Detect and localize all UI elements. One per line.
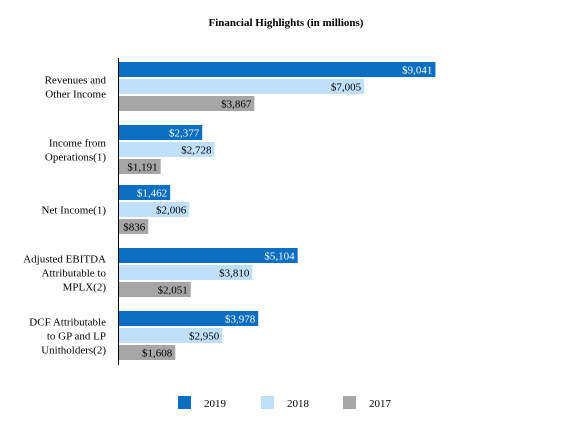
bar-value-label: $2,051 bbox=[158, 285, 188, 297]
category-label: to GP and LP bbox=[47, 331, 106, 343]
legend-swatch-2018 bbox=[261, 396, 274, 409]
legend-label: 2017 bbox=[369, 398, 392, 410]
bar-2019 bbox=[119, 62, 436, 77]
bar-2017 bbox=[119, 219, 149, 234]
legend-label: 2019 bbox=[204, 398, 227, 410]
bar-value-label: $9,041 bbox=[402, 65, 432, 77]
category-label: DCF Attributable bbox=[29, 317, 106, 329]
category-label: Net Income(1) bbox=[42, 205, 107, 217]
legend-label: 2018 bbox=[287, 398, 310, 410]
bar-2018 bbox=[119, 328, 223, 343]
data-labels: $9,041 $7,005 $3,867 $2,377 $2,728 $1,191 $1,4… bbox=[123, 65, 432, 360]
bar-value-label: $7,005 bbox=[331, 82, 362, 94]
bar-value-label: $3,810 bbox=[219, 268, 250, 280]
bar-value-label: $5,104 bbox=[264, 251, 295, 263]
bar-2019 bbox=[119, 248, 298, 263]
bar-2017 bbox=[119, 282, 191, 297]
bar-2018 bbox=[119, 265, 253, 280]
bar-2019 bbox=[119, 185, 171, 200]
category-label: Revenues and bbox=[45, 75, 107, 87]
bar-value-label: $2,006 bbox=[156, 205, 187, 217]
category-label: Income from bbox=[49, 138, 107, 150]
bar-2017 bbox=[119, 96, 255, 111]
chart-title: Financial Highlights (in millions) bbox=[209, 17, 364, 29]
bar-value-label: $2,377 bbox=[169, 128, 200, 140]
bar-value-label: $3,867 bbox=[221, 99, 252, 111]
category-label: Unitholders(2) bbox=[41, 345, 106, 357]
bar-2017 bbox=[119, 159, 161, 174]
bar-2019 bbox=[119, 311, 259, 326]
bar-2018 bbox=[119, 202, 190, 217]
bar-value-label: $2,950 bbox=[189, 331, 220, 343]
bar-value-label: $2,728 bbox=[181, 145, 212, 157]
bar-2019 bbox=[119, 125, 203, 140]
category-label: Operations(1) bbox=[45, 152, 106, 164]
bar-value-label: $3,978 bbox=[225, 314, 256, 326]
bar-2017 bbox=[119, 345, 176, 360]
legend-swatch-2019 bbox=[178, 396, 191, 409]
category-labels: Revenues and Other Income Income from Opera… bbox=[23, 75, 106, 357]
category-label: Attributable to bbox=[42, 268, 107, 280]
legend: 2019 2018 2017 bbox=[178, 396, 392, 410]
bar-value-label: $836 bbox=[123, 222, 146, 234]
category-label: Adjusted EBITDA bbox=[23, 254, 106, 266]
bar-2018 bbox=[119, 79, 365, 94]
category-label: MPLX(2) bbox=[63, 282, 107, 294]
bar-value-label: $1,608 bbox=[142, 348, 173, 360]
bar-value-label: $1,462 bbox=[137, 188, 167, 200]
bar-2018 bbox=[119, 142, 215, 157]
legend-swatch-2017 bbox=[343, 396, 356, 409]
bar-series bbox=[119, 62, 436, 360]
bar-value-label: $1,191 bbox=[127, 162, 157, 174]
category-label: Other Income bbox=[45, 89, 106, 101]
